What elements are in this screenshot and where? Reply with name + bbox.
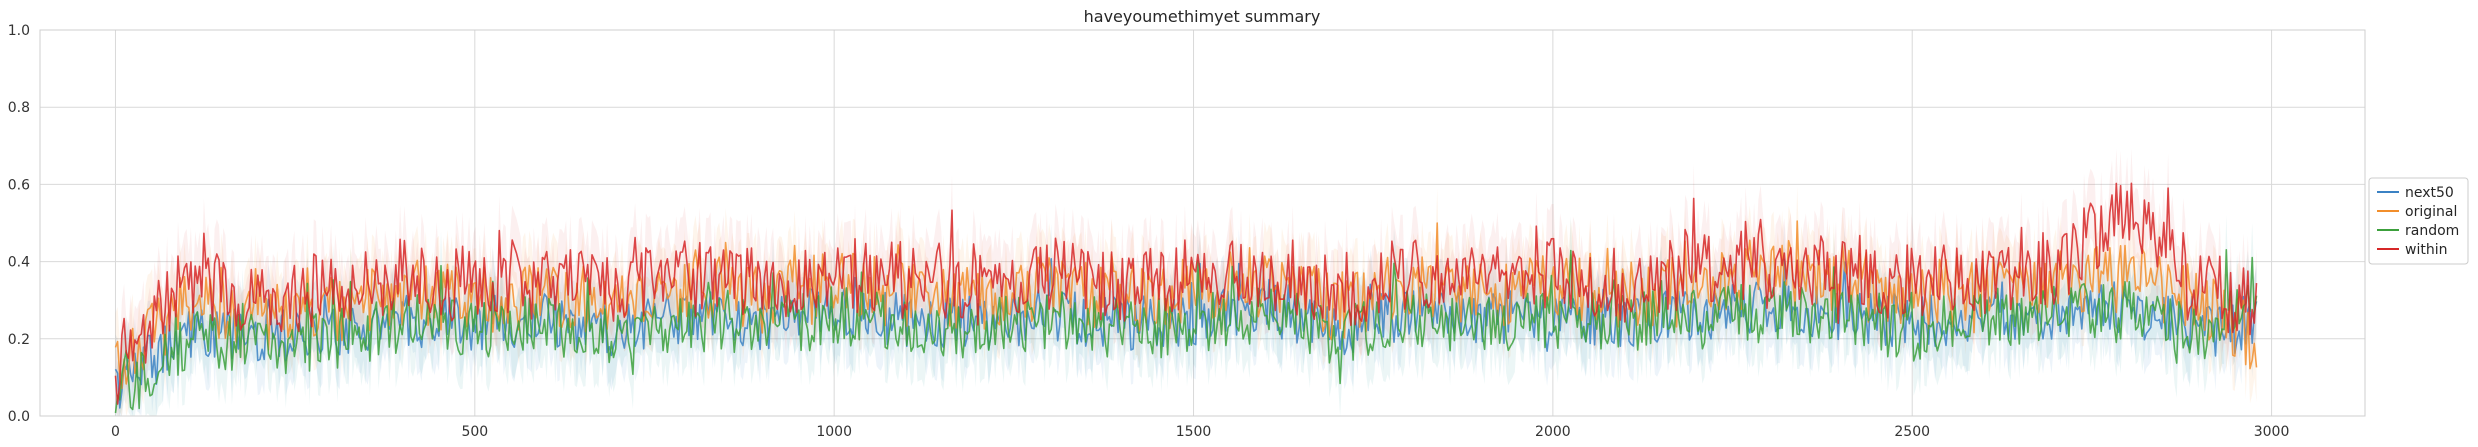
y-tick-label: 0.0 — [8, 409, 30, 425]
legend-label-original: original — [2405, 204, 2457, 220]
x-tick-label: 3000 — [2254, 424, 2290, 440]
x-tick-label: 500 — [461, 424, 488, 440]
y-tick-label: 0.2 — [8, 332, 30, 348]
x-tick-label: 1500 — [1176, 424, 1212, 440]
series-line-within — [114, 182, 2258, 405]
band-original — [115, 186, 2257, 416]
series-line-random — [114, 249, 2258, 414]
legend: next50 original random within — [2368, 177, 2469, 265]
x-tick-label: 1000 — [816, 424, 852, 440]
x-tick-label: 2000 — [1535, 424, 1571, 440]
x-tick-label: 2500 — [1894, 424, 1930, 440]
legend-label-next50: next50 — [2405, 185, 2454, 201]
x-tick-label: 0 — [111, 424, 120, 440]
y-tick-label: 1.0 — [8, 23, 30, 39]
y-axis-ticks: 0.0 0.2 0.4 0.6 0.8 1.0 — [8, 23, 30, 425]
x-axis-ticks: 0 500 1000 1500 2000 2500 3000 — [111, 424, 2289, 440]
chart-title: haveyoumethimyet summary — [1084, 7, 1321, 26]
plot-frame — [39, 29, 2366, 417]
y-tick-label: 0.4 — [8, 255, 30, 271]
legend-box — [2368, 177, 2469, 265]
y-tick-label: 0.6 — [8, 177, 30, 193]
y-tick-label: 0.8 — [8, 100, 30, 116]
legend-label-within: within — [2405, 242, 2447, 258]
series-lines — [114, 182, 2258, 414]
legend-label-random: random — [2405, 223, 2459, 239]
